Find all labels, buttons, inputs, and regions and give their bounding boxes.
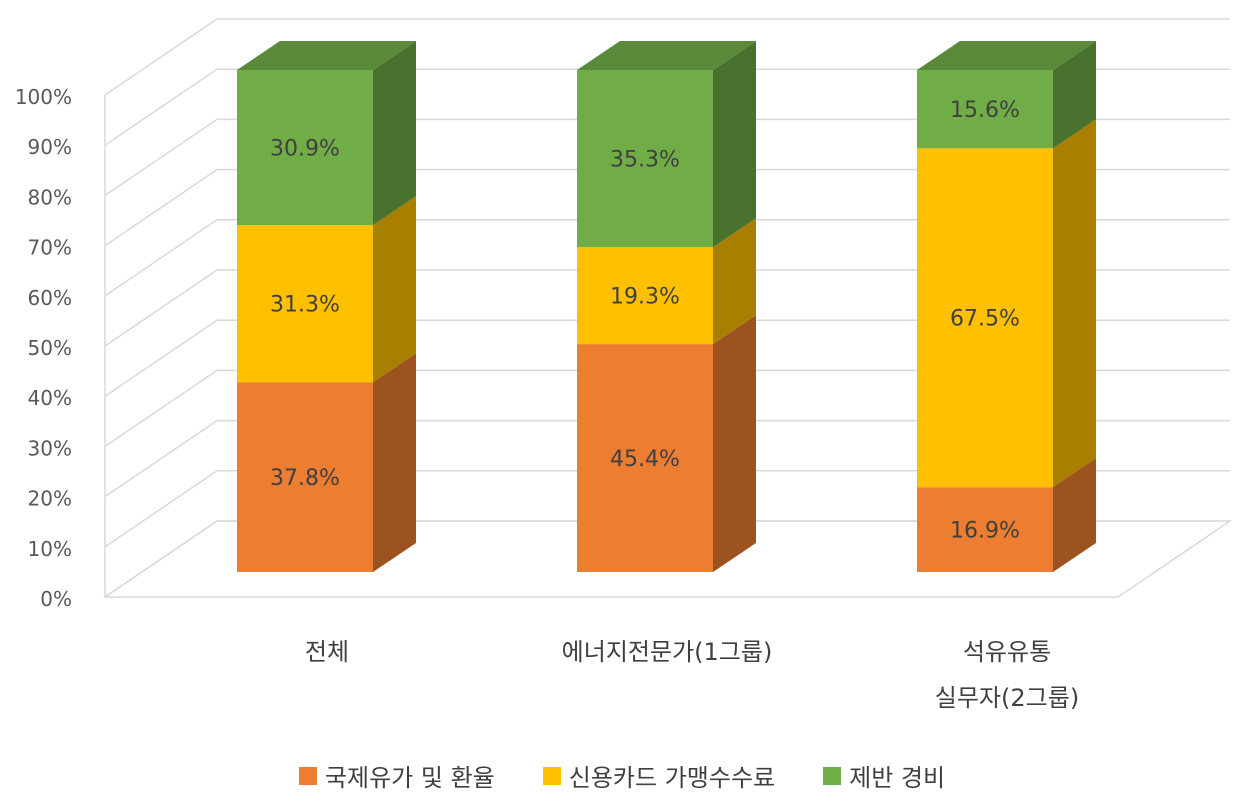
bar-front bbox=[237, 225, 373, 383]
bar-side bbox=[713, 218, 756, 345]
gridline bbox=[104, 118, 1230, 197]
y-tick-label: 100% bbox=[15, 85, 72, 109]
y-tick-label: 30% bbox=[28, 436, 72, 460]
y-tick-label: 50% bbox=[28, 336, 72, 360]
legend-swatch bbox=[823, 766, 842, 785]
bar-front bbox=[237, 70, 373, 226]
legend-swatch bbox=[298, 766, 317, 785]
bar-side bbox=[373, 196, 416, 383]
gridline bbox=[104, 219, 1230, 297]
gridline bbox=[104, 168, 1230, 247]
chart-walls bbox=[102, 18, 1233, 598]
y-axis: 0% 10% 20% 30% 40% 50% 60% 70% 80% 90% 100% bbox=[15, 85, 72, 611]
legend-item: 국제유가 및 환율 bbox=[298, 758, 495, 793]
gridline bbox=[104, 369, 1230, 448]
bar-segment: 31.3% bbox=[237, 196, 416, 383]
bar-side bbox=[373, 41, 416, 226]
category-label: 에너지전문가(1그룹) bbox=[562, 638, 773, 666]
legend-item: 제반 경비 bbox=[823, 758, 945, 793]
bars: 37.8% 31.3% 30.9% 45.4% 19.3% 35.3% 16.9% 67.5%… bbox=[237, 41, 1096, 572]
bar-top bbox=[237, 41, 416, 70]
bar-front bbox=[917, 487, 1053, 572]
floor bbox=[102, 520, 1233, 598]
data-label: 19.3% bbox=[610, 285, 680, 310]
bar-front bbox=[577, 70, 713, 248]
bar-side bbox=[1053, 41, 1096, 149]
bar-segment: 45.4% bbox=[577, 315, 756, 572]
bar-side bbox=[373, 353, 416, 572]
data-label: 45.4% bbox=[610, 447, 680, 472]
data-label: 67.5% bbox=[950, 307, 1020, 332]
data-label: 30.9% bbox=[270, 137, 340, 162]
legend: 국제유가 및 환율 신용카드 가맹수수료 제반 경비 bbox=[0, 758, 1244, 793]
data-label: 37.8% bbox=[270, 466, 340, 491]
y-tick-label: 40% bbox=[28, 386, 72, 410]
bar-top bbox=[577, 41, 756, 70]
bar-segment: 35.3% bbox=[577, 41, 756, 248]
legend-swatch bbox=[542, 766, 561, 785]
data-label: 16.9% bbox=[950, 519, 1020, 544]
bar-segment: 16.9% bbox=[917, 458, 1096, 572]
bar-segment: 15.6% bbox=[917, 41, 1096, 149]
category-label: 석유유통 bbox=[963, 638, 1051, 666]
data-label: 15.6% bbox=[950, 98, 1020, 123]
bar-front bbox=[577, 247, 713, 345]
bar-front bbox=[917, 148, 1053, 488]
category-label: 실무자(2그룹) bbox=[935, 684, 1079, 712]
gridline bbox=[104, 419, 1230, 498]
gridline bbox=[104, 68, 1230, 146]
bar-front bbox=[577, 344, 713, 572]
bar-side bbox=[1053, 458, 1096, 572]
bar-segment: 67.5% bbox=[917, 119, 1096, 488]
y-tick-label: 10% bbox=[28, 537, 72, 561]
y-tick-label: 80% bbox=[28, 185, 72, 209]
legend-label: 국제유가 및 환율 bbox=[324, 764, 495, 792]
bar-side bbox=[713, 41, 756, 248]
legend-item: 신용카드 가맹수수료 bbox=[542, 758, 776, 793]
gridline bbox=[104, 319, 1230, 397]
bar-side bbox=[1053, 119, 1096, 488]
gridline bbox=[104, 470, 1230, 548]
legend-label: 신용카드 가맹수수료 bbox=[568, 764, 776, 792]
y-tick-label: 90% bbox=[28, 135, 72, 159]
stacked-bar-chart: 0%10%20%30%40%50%60%70%80%90%100% 37.8%3… bbox=[15, 18, 1233, 712]
y-tick-label: 20% bbox=[28, 487, 72, 511]
gridline bbox=[104, 269, 1230, 347]
bar-segment: 37.8% bbox=[237, 353, 416, 572]
bar-front bbox=[237, 382, 373, 572]
bar-segment: 30.9% bbox=[237, 41, 416, 226]
y-tick-label: 0% bbox=[40, 587, 72, 611]
y-tick-label: 70% bbox=[28, 236, 72, 260]
gridline bbox=[104, 18, 1230, 96]
bar-front bbox=[917, 70, 1053, 149]
legend-label: 제반 경비 bbox=[849, 764, 946, 792]
bar-top bbox=[917, 41, 1096, 70]
y-tick-label: 60% bbox=[28, 286, 72, 310]
data-label: 31.3% bbox=[270, 293, 340, 318]
bar-side bbox=[713, 315, 756, 572]
bar-segment: 19.3% bbox=[577, 218, 756, 345]
data-label: 35.3% bbox=[610, 148, 680, 173]
category-label: 전체 bbox=[305, 638, 349, 666]
